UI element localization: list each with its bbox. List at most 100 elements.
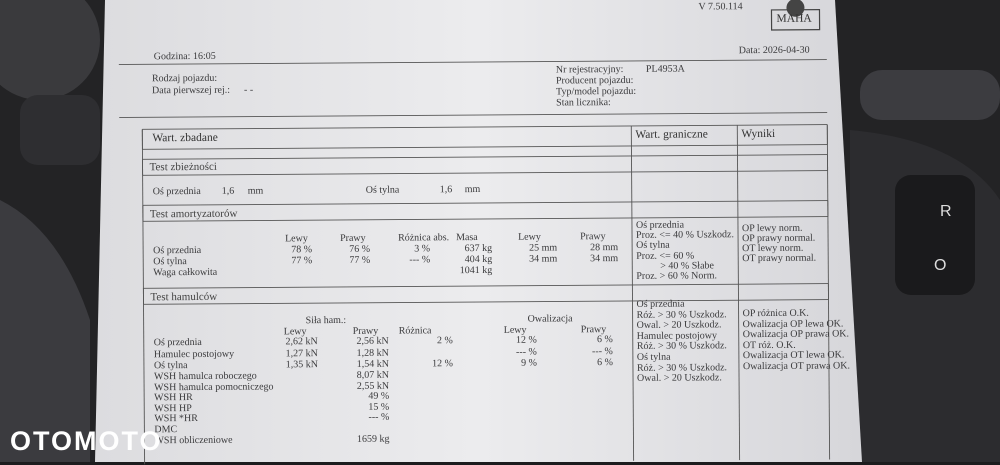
row-label: WSH hamulca pomocniczego [154, 382, 273, 393]
cell: 1,6 [222, 187, 235, 197]
section-bar [142, 155, 827, 160]
cell: 2 % [437, 336, 453, 346]
section-title: Test hamulców [150, 292, 217, 302]
field-label: Producent pojazdu: [556, 76, 634, 87]
cell: --- % [368, 413, 389, 423]
cell: 34 mm [529, 254, 557, 264]
limit: Róż. > 30 % Uszkodz. [637, 342, 727, 353]
section-bar [143, 217, 828, 222]
cell: 34 mm [590, 254, 618, 264]
cell: --- % [409, 255, 430, 265]
cell: --- % [516, 347, 537, 357]
cell: 25 mm [529, 243, 557, 253]
cell: mm [465, 185, 481, 195]
limit: Proz. > 60 % Norm. [636, 271, 717, 282]
time: Godzina: 16:05 [154, 52, 216, 62]
cell: 28 mm [590, 243, 618, 253]
section-title: Test amortyzatorów [150, 209, 238, 220]
row-label: Oś tylna [366, 186, 400, 196]
cell: 2,62 kN [286, 337, 318, 347]
column-header: Prawy [340, 234, 366, 244]
section-bar [143, 201, 828, 206]
cell: 78 % [291, 245, 312, 255]
column-header: Lewy [285, 234, 308, 244]
column-header: Różnica abs. [398, 233, 449, 243]
cell: 637 kg [465, 244, 493, 254]
field-label: Nr rejestracyjny: [556, 65, 624, 75]
limit: Oś tylna [637, 353, 671, 363]
cell: 76 % [349, 245, 370, 255]
field-label: Typ/model pojazdu: [556, 87, 636, 98]
section-bar [144, 300, 829, 305]
result: Owalizacja OT prawa OK. [743, 361, 850, 372]
header-box [142, 125, 827, 130]
row-label: Oś tylna [154, 361, 188, 371]
group-header: Owalizacja [528, 314, 573, 324]
cell: 12 % [432, 359, 453, 369]
column-header: Masa [456, 233, 478, 243]
header-rule [119, 113, 827, 118]
row-label: Hamulec postojowy [154, 349, 234, 360]
header-rule [119, 60, 827, 65]
section-bar [143, 171, 828, 176]
logo: MAHA [776, 14, 811, 24]
row-label: Oś tylna [153, 257, 187, 267]
cell: 1,27 kN [286, 349, 318, 359]
field-value: PL4953A [646, 65, 685, 75]
row-label: WSH hamulca roboczego [154, 372, 257, 383]
cell: 3 % [414, 244, 430, 254]
field-label: Stan licznika: [556, 98, 611, 108]
limit: Owal. > 20 Uszkodz. [637, 374, 722, 385]
watermark: OTOMOTO [10, 426, 163, 457]
version: V 7.50.114 [698, 2, 742, 12]
row-label: WSH *HR [154, 414, 198, 424]
result: OT prawy normal. [742, 254, 816, 265]
section-title: Test zbieżności [150, 162, 217, 172]
row-label: Oś przednia [154, 338, 202, 348]
cell: 1,28 kN [357, 348, 389, 358]
row-label: Oś przednia [153, 246, 201, 256]
column-rule [631, 126, 633, 461]
cell: 77 % [291, 256, 312, 266]
cell: 6 % [597, 358, 613, 368]
column-header: Wart. zbadane [152, 133, 218, 143]
column-header: Lewy [518, 233, 541, 243]
date: Data: 2026-04-30 [739, 46, 810, 56]
field-label: Rodzaj pojazdu: [152, 74, 217, 84]
cell: 77 % [349, 256, 370, 266]
column-rule [142, 129, 144, 464]
cell: 404 kg [465, 255, 493, 265]
column-header: Wyniki [741, 129, 775, 139]
cell: 1,54 kN [357, 360, 389, 370]
column-rule [827, 125, 829, 460]
section-bar [143, 284, 828, 289]
limit: Oś przednia [636, 300, 684, 310]
cell: 1,6 [440, 185, 453, 195]
row-label: Waga całkowita [153, 268, 217, 278]
column-rule [737, 125, 739, 460]
column-header: Prawy [580, 232, 606, 242]
result: Owalizacja OT lewa OK. [743, 350, 845, 361]
cell: 49 % [368, 392, 389, 402]
result: Owalizacja OP prawa OK. [743, 329, 849, 340]
cell: 1041 kg [460, 266, 493, 276]
cell: 12 % [516, 336, 537, 346]
result: OP różnica O.K. [743, 309, 809, 319]
row-label: WSH obliczeniowe [154, 435, 232, 446]
column-header: Różnica [399, 326, 432, 336]
field-value: - - [244, 86, 253, 96]
cell: 2,56 kN [357, 337, 389, 347]
column-header: Wart. graniczne [635, 129, 708, 140]
group-header: Siła ham.: [306, 316, 347, 326]
header-box [142, 145, 827, 150]
cell: 1659 kg [357, 434, 390, 444]
cell: 1,35 kN [286, 360, 318, 370]
row-label: Oś przednia [153, 187, 201, 197]
cell: 9 % [521, 359, 537, 369]
row-label: WSH HR [154, 393, 193, 403]
cell: mm [248, 187, 264, 197]
cell: 6 % [597, 335, 613, 345]
